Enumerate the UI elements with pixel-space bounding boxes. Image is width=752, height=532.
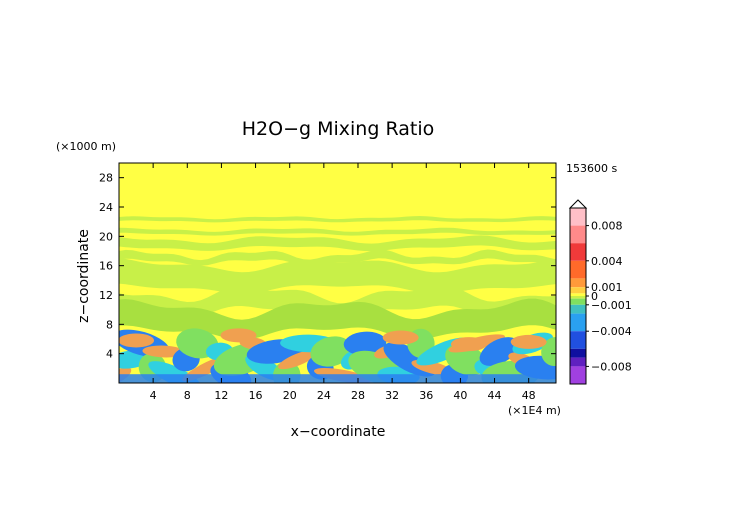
moist-plume bbox=[220, 328, 257, 343]
y-tick-label: 4 bbox=[106, 348, 113, 361]
moist-plume bbox=[510, 334, 547, 349]
mixing-ratio-field bbox=[119, 163, 556, 383]
x-tick-label: 44 bbox=[488, 389, 502, 402]
band-11km bbox=[119, 285, 556, 318]
x-tick-label: 12 bbox=[214, 389, 228, 402]
x-tick-label: 8 bbox=[184, 389, 191, 402]
colorbar-segment bbox=[570, 298, 586, 305]
colorbar-segment bbox=[570, 304, 586, 314]
x-unit-label: (×1E4 m) bbox=[508, 404, 561, 417]
colorbar-segment bbox=[570, 331, 586, 349]
x-tick-label: 24 bbox=[317, 389, 331, 402]
colorbar-segment bbox=[570, 243, 586, 261]
colorbar-segment bbox=[570, 225, 586, 244]
plot-frame bbox=[118, 162, 557, 384]
band-20km bbox=[119, 227, 556, 236]
colorbar-segment bbox=[570, 293, 586, 296]
x-tick-label: 40 bbox=[453, 389, 467, 402]
moist-plume bbox=[382, 330, 419, 345]
colorbar-segment bbox=[570, 357, 586, 367]
turbulent-cell bbox=[278, 349, 318, 370]
colorbar-label: 0 bbox=[591, 290, 598, 303]
colorbar-segment bbox=[570, 313, 586, 332]
band-8km bbox=[119, 298, 556, 340]
moist-plume bbox=[450, 337, 487, 352]
colorbar-top-arrow bbox=[568, 199, 588, 209]
chart-title: H2O−g Mixing Ratio bbox=[242, 118, 434, 140]
y-tick-label: 12 bbox=[99, 289, 113, 302]
y-tick-label: 16 bbox=[99, 260, 113, 273]
y-tick-label: 28 bbox=[99, 172, 113, 185]
turbulent-cell bbox=[343, 331, 387, 356]
x-tick-label: 4 bbox=[150, 389, 157, 402]
y-unit-label: (×1000 m) bbox=[56, 140, 116, 153]
colorbar-segment bbox=[570, 296, 586, 299]
x-tick-label: 28 bbox=[351, 389, 365, 402]
colorbar-label: 0.008 bbox=[591, 220, 623, 233]
x-tick-label: 48 bbox=[522, 389, 536, 402]
y-tick-label: 20 bbox=[99, 230, 113, 243]
surface-layer bbox=[119, 374, 556, 383]
time-label: 153600 s bbox=[566, 162, 617, 175]
colorbar-segment bbox=[570, 260, 586, 279]
turbulent-cell bbox=[541, 337, 556, 366]
x-axis-label: x−coordinate bbox=[291, 424, 386, 440]
colorbar-segment bbox=[570, 208, 586, 226]
band-17km bbox=[119, 249, 556, 266]
y-axis-label: z−coordinate bbox=[76, 229, 92, 323]
colorbar-label: −0.004 bbox=[591, 325, 632, 338]
x-axis-ticks: 4 8 12 16 20 24 28 32 36 40 44 48 bbox=[150, 163, 536, 402]
band-19km bbox=[119, 235, 556, 252]
band-22km bbox=[119, 216, 556, 223]
colorbar-label: −0.001 bbox=[591, 299, 632, 312]
colorbar-segment bbox=[570, 348, 586, 358]
x-tick-label: 16 bbox=[249, 389, 263, 402]
band-14km bbox=[119, 258, 556, 294]
turbulent-cell bbox=[479, 337, 519, 366]
x-tick-label: 20 bbox=[283, 389, 297, 402]
colorbar-segment bbox=[570, 366, 586, 384]
turbulent-cell bbox=[514, 355, 556, 380]
colorbar-segment bbox=[570, 287, 586, 294]
y-tick-label: 8 bbox=[106, 318, 113, 331]
colorbar-label: −0.008 bbox=[591, 360, 632, 373]
colorbar-label: 0.004 bbox=[591, 255, 623, 268]
moist-plume bbox=[119, 333, 155, 348]
y-axis-ticks: 4 8 12 16 20 24 28 bbox=[99, 172, 556, 361]
y-tick-label: 24 bbox=[99, 201, 113, 214]
turbulent-cell bbox=[310, 336, 353, 367]
x-tick-label: 36 bbox=[419, 389, 433, 402]
colorbar-segment bbox=[570, 278, 586, 288]
colorbar-label: 0.001 bbox=[591, 281, 623, 294]
x-tick-label: 32 bbox=[385, 389, 399, 402]
